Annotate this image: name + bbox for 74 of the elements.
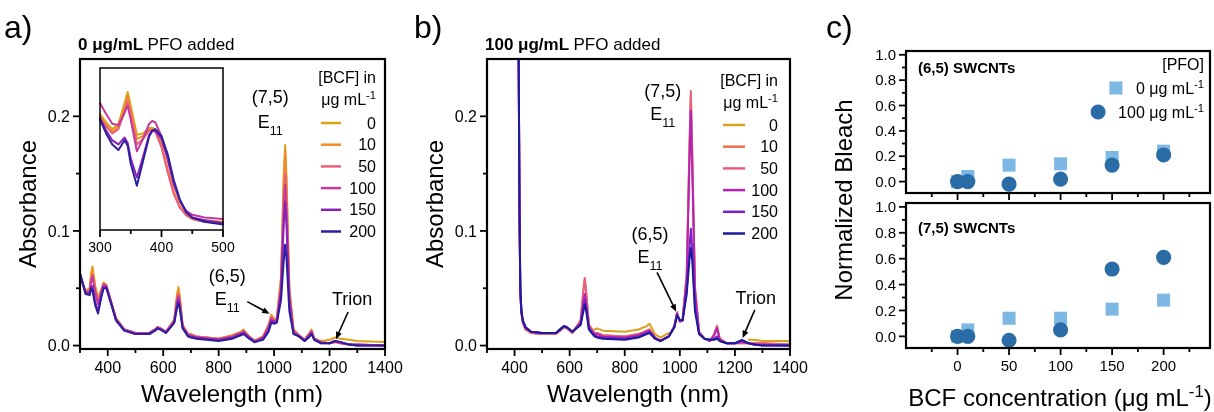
x-tick-label: 600 xyxy=(556,359,584,376)
legend-label: 150 xyxy=(349,201,377,219)
y-tick-label: 0.0 xyxy=(47,337,71,355)
annotation: Trion xyxy=(331,288,373,309)
y-tick-label: 0.4 xyxy=(875,275,896,293)
x-tick-label: 150 xyxy=(1099,357,1125,374)
y-tick-label: 0.8 xyxy=(875,71,896,89)
x-tick-label: 300 xyxy=(88,239,112,255)
legend-label: 200 xyxy=(751,225,779,243)
legend-label: 150 xyxy=(751,203,779,221)
legend-title: [BCF] in μg mL$^{-1}$ xyxy=(720,72,778,111)
y-tick-label: 1.0 xyxy=(875,46,896,64)
annotation: Trion xyxy=(735,287,776,308)
x-tick-label: 1400 xyxy=(367,359,403,376)
legend-label: 50 xyxy=(760,160,779,177)
annotation: (7,5) E$_{11}$ xyxy=(251,86,289,138)
y-tick-label: 0.2 xyxy=(875,301,896,319)
y-tick-label: 0.2 xyxy=(454,107,478,125)
x-tick-label: 800 xyxy=(205,359,233,376)
x-tick-label: 1000 xyxy=(256,359,292,376)
legend-title: [PFO] xyxy=(1162,56,1204,73)
annotation: (6,5) E$_{11}$ xyxy=(631,224,669,274)
annotation: (7,5) SWCNTs xyxy=(918,219,1016,236)
x-tick-label: 1200 xyxy=(311,359,348,376)
y-tick-label: 0.6 xyxy=(875,249,896,267)
y-tick-label: 0.0 xyxy=(875,327,896,345)
x-tick-label: 200 xyxy=(1151,357,1177,374)
chart-title: 0 μg/mL PFO added xyxy=(78,35,235,54)
x-tick-label: 400 xyxy=(94,359,122,376)
legend-label: 10 xyxy=(358,136,377,154)
x-tick-label: 400 xyxy=(501,359,528,376)
y-axis-title: Absorbance xyxy=(14,139,41,269)
y-tick-label: 0.0 xyxy=(454,337,478,355)
y-tick-label: 0.4 xyxy=(875,122,896,140)
x-tick-label: 500 xyxy=(211,239,235,255)
text: b) xyxy=(414,9,443,45)
y-tick-label: 0.8 xyxy=(875,224,896,242)
x-axis-title: Wavelength (nm) xyxy=(141,380,323,407)
annotation: (7,5) E$_{11}$ xyxy=(644,81,682,131)
legend-label: 200 xyxy=(349,223,377,241)
x-tick-label: 1000 xyxy=(662,359,698,376)
legend-label: 100 xyxy=(751,181,779,199)
chart-title: 100 μg/mL PFO added xyxy=(485,35,661,54)
x-tick-label: 400 xyxy=(149,239,174,255)
legend-label: 100 μg mL$^{-1}$ xyxy=(1118,101,1204,121)
x-tick-label: 50 xyxy=(1000,357,1018,374)
x-tick-label: 1200 xyxy=(717,359,753,376)
x-tick-label: 0 xyxy=(953,357,962,374)
annotation: (6,5) SWCNTs xyxy=(918,59,1016,76)
x-tick-label: 1400 xyxy=(772,359,808,376)
x-tick-label: 100 xyxy=(1048,357,1074,374)
y-tick-label: 0.6 xyxy=(875,96,896,114)
y-axis-title: Normalized Bleach xyxy=(830,99,857,301)
legend-label: 100 xyxy=(349,179,377,197)
text: c) xyxy=(826,9,853,45)
legend-title: [BCF] in μg mL$^{-1}$ xyxy=(318,69,376,108)
y-tick-label: 0.0 xyxy=(875,172,896,190)
x-axis-title: Wavelength (nm) xyxy=(547,380,729,407)
legend-label: 10 xyxy=(760,138,779,156)
legend-label: 50 xyxy=(358,158,377,175)
y-axis-title: Absorbance xyxy=(421,139,448,269)
y-tick-label: 0.2 xyxy=(47,107,71,125)
x-tick-label: 800 xyxy=(611,359,639,376)
y-tick-label: 0.1 xyxy=(454,222,478,240)
y-tick-label: 0.2 xyxy=(875,147,896,165)
y-tick-label: 0.1 xyxy=(47,222,71,240)
legend-label: 0 μg mL$^{-1}$ xyxy=(1135,77,1204,97)
x-tick-label: 600 xyxy=(149,359,177,376)
x-axis-title: BCF concentration (μg mL$^{-1}$) xyxy=(908,381,1212,411)
legend-label: 0 xyxy=(769,116,779,134)
annotation: (6,5) E$_{11}$ xyxy=(208,265,246,315)
legend-label: 0 xyxy=(367,114,377,132)
text: a) xyxy=(4,9,33,45)
y-tick-label: 1.0 xyxy=(875,198,896,216)
